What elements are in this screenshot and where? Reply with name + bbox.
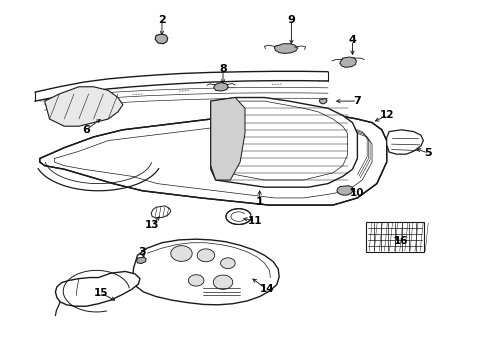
FancyBboxPatch shape — [366, 222, 424, 252]
Polygon shape — [220, 258, 235, 269]
Polygon shape — [171, 246, 192, 261]
Text: 14: 14 — [260, 284, 274, 294]
Polygon shape — [155, 34, 168, 44]
Polygon shape — [45, 87, 123, 126]
Polygon shape — [55, 271, 140, 306]
Polygon shape — [387, 130, 423, 154]
Text: 2: 2 — [158, 15, 166, 26]
Polygon shape — [197, 249, 215, 262]
Text: 16: 16 — [394, 236, 409, 246]
Text: 5: 5 — [424, 148, 432, 158]
Polygon shape — [340, 57, 356, 67]
Text: 13: 13 — [145, 220, 159, 230]
Polygon shape — [137, 257, 147, 264]
Polygon shape — [214, 82, 228, 91]
Text: 1: 1 — [256, 197, 264, 207]
Text: 12: 12 — [379, 111, 394, 121]
Text: 8: 8 — [219, 64, 227, 74]
Polygon shape — [213, 275, 233, 289]
Text: 15: 15 — [94, 288, 108, 298]
Polygon shape — [151, 206, 171, 218]
Polygon shape — [337, 186, 353, 195]
Text: 10: 10 — [350, 188, 365, 198]
Polygon shape — [188, 275, 204, 286]
Text: 9: 9 — [288, 15, 295, 26]
Polygon shape — [211, 98, 245, 180]
Polygon shape — [133, 239, 279, 305]
Text: 11: 11 — [247, 216, 262, 226]
Text: 4: 4 — [348, 35, 356, 45]
Polygon shape — [319, 98, 327, 104]
Text: 7: 7 — [353, 96, 361, 106]
Text: 3: 3 — [139, 247, 146, 257]
Polygon shape — [226, 209, 251, 224]
Polygon shape — [211, 98, 357, 187]
Polygon shape — [274, 44, 298, 53]
Polygon shape — [40, 116, 387, 205]
Text: 6: 6 — [82, 125, 90, 135]
